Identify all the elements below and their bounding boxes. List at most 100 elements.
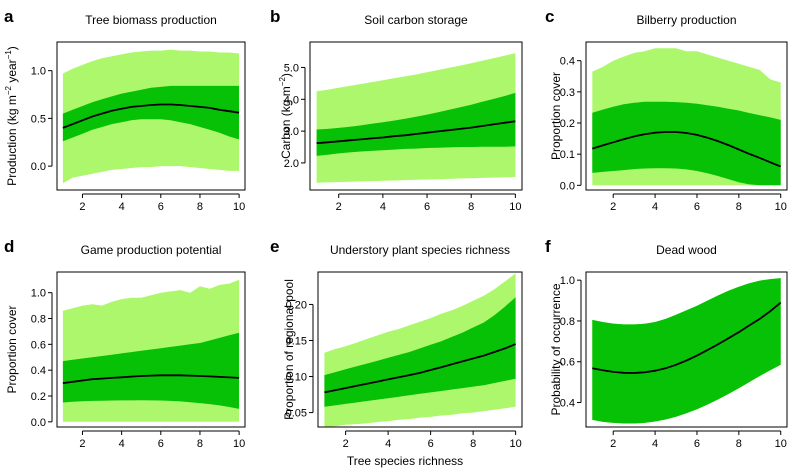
y-tick-label: 3.0 — [284, 126, 299, 138]
plot-frame — [56, 41, 246, 191]
x-tick-label: 6 — [428, 438, 434, 450]
x-tick-label: 10 — [510, 438, 522, 450]
panel-a: 2 4 6 8 10 0.0 0.5 1.0 a Tree biomass production P… — [4, 7, 246, 213]
x-tick-label: 8 — [736, 438, 742, 450]
mean-trend-line — [592, 301, 782, 374]
y-tick-label: 0.8 — [31, 314, 46, 326]
x-tick-label: 2 — [610, 201, 616, 213]
x-tick-label: 4 — [380, 201, 386, 213]
x-tick-label: 10 — [775, 201, 787, 213]
x-tick-label: 10 — [775, 438, 787, 450]
x-tick-label: 6 — [158, 438, 164, 450]
x-tick-label: 8 — [197, 438, 203, 450]
y-tick-label: 1.0 — [31, 66, 46, 78]
y-axis-label: Proportion cover — [549, 72, 563, 160]
y-tick-label: 0.4 — [560, 56, 575, 68]
x-tick-label: 4 — [385, 438, 391, 450]
x-tick-label: 10 — [233, 201, 245, 213]
inner-interval-band — [62, 332, 240, 409]
x-tick-label: 10 — [233, 438, 245, 450]
x-tick-label: 8 — [736, 201, 742, 213]
y-tick-label: 0.10 — [286, 372, 307, 384]
y-axis-label: Proportion cover — [5, 305, 19, 393]
x-tick-label: 8 — [468, 201, 474, 213]
mean-trend-line — [316, 120, 516, 145]
y-tick-label: 0.8 — [560, 316, 575, 328]
inner-interval-band — [324, 297, 516, 407]
x-tick-label: 8 — [197, 201, 203, 213]
plot-frame — [585, 41, 788, 191]
y-axis-label: Proportion of regional pool — [282, 279, 296, 420]
mean-trend-line — [62, 374, 240, 384]
plot-frame — [317, 271, 523, 428]
y-tick-label: 1.0 — [560, 275, 575, 287]
y-axis-label: Probability of occurrence — [549, 283, 563, 415]
mean-trend-line — [62, 103, 240, 129]
x-tick-label: 2 — [610, 438, 616, 450]
plot-frame — [585, 271, 788, 428]
panel-b: 2 4 6 8 10 2.0 3.0 4.0 5.0 b Soil carbon storage Ca… — [270, 7, 523, 213]
x-tick-label: 4 — [119, 201, 125, 213]
panel-letter: f — [545, 237, 551, 256]
x-tick-label: 4 — [119, 438, 125, 450]
y-tick-label: 0.0 — [31, 417, 46, 429]
x-tick-label: 2 — [336, 201, 342, 213]
panel-title: Bilberry production — [636, 13, 736, 27]
x-tick-label: 6 — [694, 201, 700, 213]
y-tick-label: 0.4 — [560, 398, 575, 410]
x-tick-label: 10 — [509, 201, 521, 213]
panel-letter: d — [4, 237, 14, 256]
x-tick-label: 4 — [652, 201, 658, 213]
inner-interval-band — [592, 101, 781, 186]
y-tick-label: 2.0 — [284, 158, 299, 170]
y-tick-label: 0.1 — [560, 149, 575, 161]
x-tick-label: 2 — [79, 438, 85, 450]
y-tick-label: 0.05 — [286, 408, 307, 420]
panel-title: Dead wood — [656, 243, 717, 257]
mean-trend-line — [324, 343, 516, 394]
panel-letter: e — [270, 237, 279, 256]
panel-c: 2 4 6 8 10 0.0 0.1 0.2 0.3 0.4 c Bilberry productio… — [545, 7, 788, 213]
panel-e: 2 4 6 8 10 0.05 0.10 0.15 0.20 e Understory plant … — [270, 237, 523, 450]
y-axis-label: Production (kg m−2 year−1) — [4, 46, 19, 186]
x-tick-label: 2 — [343, 438, 349, 450]
y-tick-label: 0.2 — [31, 391, 46, 403]
mean-trend-line — [592, 131, 782, 168]
panel-letter: c — [545, 7, 554, 26]
y-tick-label: 0.6 — [31, 339, 46, 351]
panel-title: Soil carbon storage — [364, 13, 468, 27]
y-tick-label: 5.0 — [284, 62, 299, 74]
y-tick-label: 1.0 — [31, 288, 46, 300]
inner-interval-band — [316, 92, 516, 156]
y-tick-label: 0.0 — [560, 180, 575, 192]
y-tick-label: 0.20 — [286, 299, 307, 311]
y-tick-label: 0.5 — [31, 113, 46, 125]
plot-frame — [56, 271, 246, 428]
x-tick-label: 4 — [652, 438, 658, 450]
panel-title: Tree biomass production — [85, 13, 217, 27]
y-tick-label: 0.6 — [560, 357, 575, 369]
y-tick-label: 0.3 — [560, 87, 575, 99]
x-tick-label: 6 — [424, 201, 430, 213]
y-tick-label: 0.4 — [31, 365, 46, 377]
x-tick-label: 6 — [694, 438, 700, 450]
y-tick-label: 0.0 — [31, 161, 46, 173]
panel-title: Game production potential — [81, 243, 222, 257]
panel-f: 2 4 6 8 10 0.4 0.6 0.8 1.0 f Dead wood Probability … — [545, 237, 788, 450]
panel-letter: b — [270, 7, 280, 26]
y-tick-label: 4.0 — [284, 94, 299, 106]
y-tick-label: 0.2 — [560, 118, 575, 130]
panel-d: 2 4 6 8 10 0.0 0.2 0.4 0.6 0.8 1.0 d Game production… — [4, 237, 246, 450]
x-tick-label: 2 — [79, 201, 85, 213]
panel-title: Understory plant species richness — [330, 243, 510, 257]
y-tick-label: 0.15 — [286, 335, 307, 347]
y-axis-label: Carbon (kg m−2) — [278, 73, 293, 159]
x-tick-label: 8 — [470, 438, 476, 450]
x-tick-label: 6 — [158, 201, 164, 213]
shared-x-axis-label: Tree species richness — [347, 454, 463, 468]
plot-frame — [309, 41, 523, 191]
panel-letter: a — [4, 7, 14, 26]
inner-interval-band — [62, 85, 240, 142]
inner-interval-band — [592, 278, 781, 424]
